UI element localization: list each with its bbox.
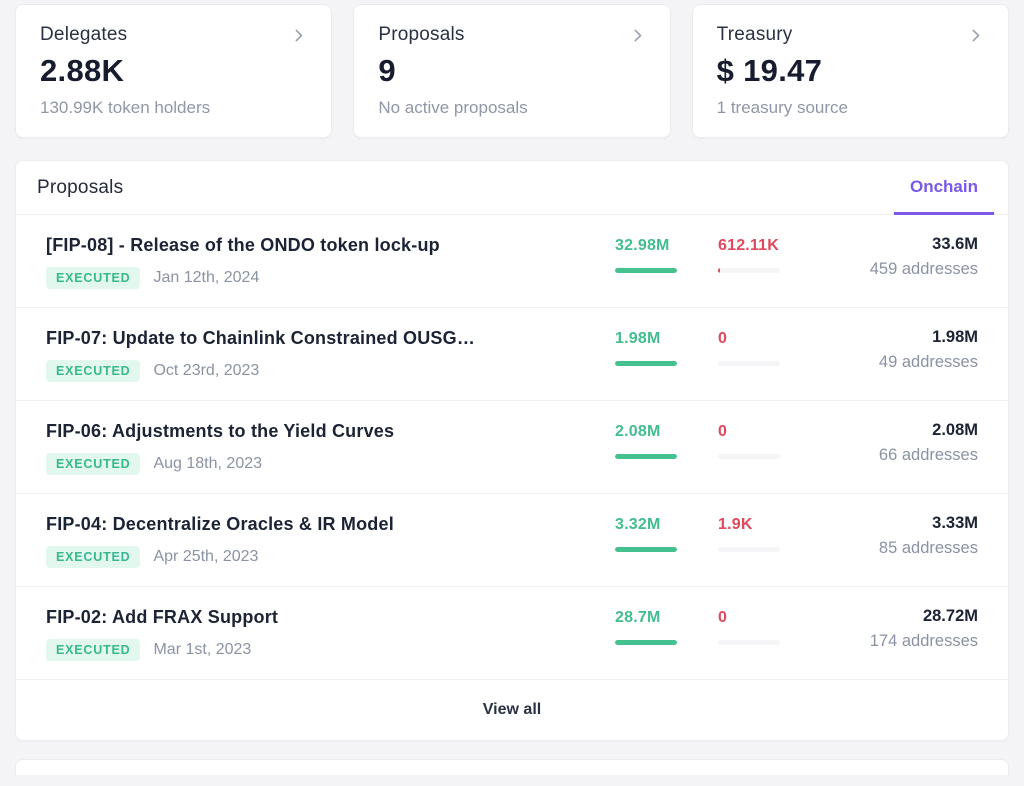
proposal-row[interactable]: FIP-02: Add FRAX Support EXECUTED Mar 1s… xyxy=(16,587,1008,680)
proposal-title[interactable]: FIP-07: Update to Chainlink Constrained … xyxy=(46,328,476,348)
votes-for-value: 1.98M xyxy=(615,330,661,347)
proposal-title[interactable]: [FIP-08] - Release of the ONDO token loc… xyxy=(46,235,440,255)
addresses-count: 85 addresses xyxy=(878,539,978,557)
status-badge: EXECUTED xyxy=(46,453,141,475)
proposal-date: Oct 23rd, 2023 xyxy=(153,362,260,379)
chevron-right-icon[interactable] xyxy=(967,27,984,44)
proposals-panel: Proposals Onchain [FIP-08] - Release of … xyxy=(15,160,1009,741)
votes-for-bar xyxy=(615,268,677,273)
total-votes: 33.6M xyxy=(932,235,978,253)
votes-against-bar xyxy=(718,640,780,645)
tab-onchain[interactable]: Onchain xyxy=(893,161,994,215)
proposals-card-title: Proposals xyxy=(378,24,465,45)
total-votes: 3.33M xyxy=(932,514,978,532)
status-badge: EXECUTED xyxy=(46,639,141,661)
addresses-count: 174 addresses xyxy=(869,632,978,650)
chevron-right-icon[interactable] xyxy=(629,27,646,44)
chevron-right-icon[interactable] xyxy=(290,27,307,44)
status-badge: EXECUTED xyxy=(46,546,141,568)
votes-against-bar xyxy=(718,547,780,552)
votes-for-value: 32.98M xyxy=(615,237,670,254)
stat-card-row: Delegates 2.88K 130.99K token holders Pr… xyxy=(15,4,1009,138)
votes-for-bar xyxy=(615,547,677,552)
proposals-count: 9 xyxy=(378,53,396,88)
token-holders-label: 130.99K token holders xyxy=(40,98,211,117)
proposal-date: Mar 1st, 2023 xyxy=(153,641,252,658)
votes-against-bar xyxy=(718,454,780,459)
addresses-count: 459 addresses xyxy=(869,260,978,278)
votes-for-value: 28.7M xyxy=(615,609,661,626)
proposal-row[interactable]: FIP-06: Adjustments to the Yield Curves … xyxy=(16,401,1008,494)
treasury-card[interactable]: Treasury $ 19.47 1 treasury source xyxy=(691,4,1009,138)
total-votes: 2.08M xyxy=(932,421,978,439)
votes-against-bar xyxy=(718,361,780,366)
proposal-date: Jan 12th, 2024 xyxy=(153,269,260,286)
votes-against-value: 0 xyxy=(718,330,728,347)
next-section-card xyxy=(15,759,1009,775)
votes-against-value: 0 xyxy=(718,423,728,440)
status-badge: EXECUTED xyxy=(46,360,141,382)
delegates-count: 2.88K xyxy=(40,53,125,88)
total-votes: 1.98M xyxy=(932,328,978,346)
votes-against-value: 0 xyxy=(718,609,728,626)
view-all-button[interactable]: View all xyxy=(482,701,542,718)
proposal-row[interactable]: FIP-04: Decentralize Oracles & IR Model … xyxy=(16,494,1008,587)
votes-for-value: 3.32M xyxy=(615,516,661,533)
delegates-card-title: Delegates xyxy=(40,24,128,45)
proposal-title[interactable]: FIP-02: Add FRAX Support xyxy=(46,607,279,627)
status-badge: EXECUTED xyxy=(46,267,141,289)
proposal-row[interactable]: [FIP-08] - Release of the ONDO token loc… xyxy=(16,215,1008,308)
addresses-count: 66 addresses xyxy=(878,446,978,464)
treasury-value: $ 19.47 xyxy=(716,53,823,88)
proposal-title[interactable]: FIP-06: Adjustments to the Yield Curves xyxy=(46,421,395,441)
votes-for-value: 2.08M xyxy=(615,423,661,440)
votes-for-bar xyxy=(615,361,677,366)
total-votes: 28.72M xyxy=(922,607,978,625)
proposal-row[interactable]: FIP-07: Update to Chainlink Constrained … xyxy=(16,308,1008,401)
proposals-card[interactable]: Proposals 9 No active proposals xyxy=(353,4,671,138)
addresses-count: 49 addresses xyxy=(878,353,978,371)
proposal-date: Apr 25th, 2023 xyxy=(153,548,259,565)
votes-against-value: 1.9K xyxy=(718,516,753,533)
treasury-card-title: Treasury xyxy=(716,24,793,45)
votes-against-value: 612.11K xyxy=(718,237,780,254)
treasury-source-label: 1 treasury source xyxy=(716,98,848,117)
votes-for-bar xyxy=(615,640,677,645)
panel-title: Proposals xyxy=(37,176,124,198)
active-proposals-label: No active proposals xyxy=(378,98,528,117)
proposals-panel-header: Proposals Onchain xyxy=(16,161,1008,215)
votes-against-bar xyxy=(718,268,780,273)
proposal-date: Aug 18th, 2023 xyxy=(153,455,263,472)
delegates-card[interactable]: Delegates 2.88K 130.99K token holders xyxy=(15,4,333,138)
votes-for-bar xyxy=(615,454,677,459)
proposal-title[interactable]: FIP-04: Decentralize Oracles & IR Model xyxy=(46,514,394,534)
